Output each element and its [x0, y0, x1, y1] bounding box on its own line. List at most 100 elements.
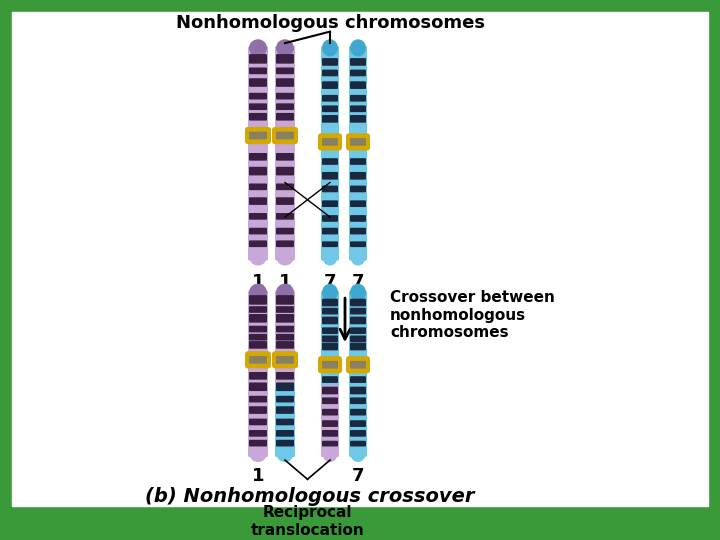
FancyBboxPatch shape — [272, 351, 298, 368]
FancyBboxPatch shape — [322, 105, 338, 112]
FancyBboxPatch shape — [350, 430, 366, 437]
FancyBboxPatch shape — [249, 93, 267, 99]
FancyBboxPatch shape — [321, 291, 339, 389]
FancyBboxPatch shape — [322, 420, 338, 427]
FancyBboxPatch shape — [350, 387, 366, 394]
FancyBboxPatch shape — [276, 406, 294, 414]
Ellipse shape — [323, 449, 337, 462]
FancyBboxPatch shape — [322, 387, 338, 394]
FancyBboxPatch shape — [350, 186, 366, 192]
FancyBboxPatch shape — [350, 200, 366, 207]
FancyBboxPatch shape — [322, 186, 338, 192]
FancyBboxPatch shape — [322, 441, 338, 447]
FancyBboxPatch shape — [276, 334, 294, 341]
FancyBboxPatch shape — [249, 314, 267, 322]
FancyBboxPatch shape — [350, 228, 366, 234]
FancyBboxPatch shape — [276, 295, 294, 305]
FancyBboxPatch shape — [276, 356, 294, 363]
FancyBboxPatch shape — [249, 341, 267, 349]
FancyBboxPatch shape — [322, 58, 338, 66]
FancyBboxPatch shape — [276, 396, 294, 402]
FancyBboxPatch shape — [245, 351, 271, 368]
FancyBboxPatch shape — [276, 132, 294, 139]
FancyBboxPatch shape — [275, 291, 295, 389]
FancyBboxPatch shape — [349, 160, 367, 261]
FancyBboxPatch shape — [350, 327, 366, 334]
FancyBboxPatch shape — [322, 316, 338, 325]
FancyBboxPatch shape — [322, 70, 338, 76]
FancyBboxPatch shape — [249, 132, 267, 139]
FancyBboxPatch shape — [350, 420, 366, 427]
Ellipse shape — [276, 284, 294, 301]
Text: 7: 7 — [352, 467, 364, 485]
FancyBboxPatch shape — [350, 308, 366, 314]
FancyBboxPatch shape — [249, 396, 267, 402]
Ellipse shape — [351, 252, 365, 266]
FancyBboxPatch shape — [322, 308, 338, 314]
FancyBboxPatch shape — [322, 430, 338, 437]
FancyBboxPatch shape — [350, 409, 366, 415]
FancyBboxPatch shape — [322, 200, 338, 207]
Text: (b) Nonhomologous crossover: (b) Nonhomologous crossover — [145, 487, 474, 506]
FancyBboxPatch shape — [350, 70, 366, 76]
FancyBboxPatch shape — [275, 160, 295, 261]
Ellipse shape — [276, 39, 294, 57]
FancyBboxPatch shape — [350, 115, 366, 123]
FancyBboxPatch shape — [276, 430, 294, 437]
FancyBboxPatch shape — [276, 68, 294, 74]
FancyBboxPatch shape — [321, 160, 339, 261]
FancyBboxPatch shape — [346, 356, 370, 373]
FancyBboxPatch shape — [249, 184, 267, 190]
FancyBboxPatch shape — [322, 361, 338, 369]
FancyBboxPatch shape — [350, 343, 366, 350]
FancyBboxPatch shape — [276, 78, 294, 87]
FancyBboxPatch shape — [322, 82, 338, 89]
FancyBboxPatch shape — [249, 418, 267, 426]
FancyBboxPatch shape — [276, 372, 294, 380]
Ellipse shape — [350, 39, 366, 57]
FancyBboxPatch shape — [350, 397, 366, 404]
Ellipse shape — [323, 252, 337, 266]
FancyBboxPatch shape — [249, 372, 267, 380]
FancyBboxPatch shape — [322, 158, 338, 165]
FancyBboxPatch shape — [248, 46, 268, 166]
FancyBboxPatch shape — [350, 441, 366, 447]
Ellipse shape — [250, 449, 266, 462]
FancyBboxPatch shape — [350, 82, 366, 89]
FancyBboxPatch shape — [322, 409, 338, 415]
FancyBboxPatch shape — [276, 184, 294, 190]
FancyBboxPatch shape — [350, 335, 366, 342]
Ellipse shape — [322, 39, 338, 57]
FancyBboxPatch shape — [276, 440, 294, 447]
FancyBboxPatch shape — [275, 385, 295, 457]
FancyBboxPatch shape — [322, 228, 338, 234]
Ellipse shape — [277, 449, 293, 462]
FancyBboxPatch shape — [322, 241, 338, 247]
Text: 7: 7 — [352, 273, 364, 291]
Ellipse shape — [249, 284, 267, 301]
FancyBboxPatch shape — [321, 385, 339, 457]
FancyBboxPatch shape — [276, 103, 294, 110]
FancyBboxPatch shape — [276, 228, 294, 234]
FancyBboxPatch shape — [350, 361, 366, 369]
FancyBboxPatch shape — [322, 376, 338, 383]
FancyBboxPatch shape — [249, 406, 267, 414]
FancyBboxPatch shape — [249, 213, 267, 220]
FancyBboxPatch shape — [249, 68, 267, 74]
FancyBboxPatch shape — [350, 58, 366, 66]
FancyBboxPatch shape — [276, 314, 294, 322]
Text: 1: 1 — [279, 273, 292, 291]
FancyBboxPatch shape — [249, 113, 267, 120]
FancyBboxPatch shape — [276, 341, 294, 349]
FancyBboxPatch shape — [249, 167, 267, 176]
Ellipse shape — [277, 252, 293, 266]
Ellipse shape — [350, 284, 366, 301]
Ellipse shape — [322, 284, 338, 301]
FancyBboxPatch shape — [322, 95, 338, 102]
FancyBboxPatch shape — [350, 95, 366, 102]
FancyBboxPatch shape — [322, 299, 338, 306]
FancyBboxPatch shape — [276, 197, 294, 205]
FancyBboxPatch shape — [349, 378, 367, 457]
FancyBboxPatch shape — [349, 46, 367, 166]
FancyBboxPatch shape — [276, 418, 294, 426]
